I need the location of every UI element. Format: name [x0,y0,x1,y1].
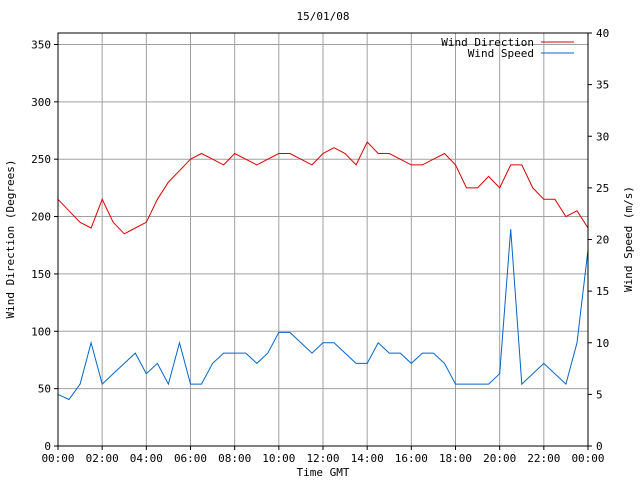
x-tick-labels: 00:00 02:00 04:00 06:00 08:00 10:00 12:00 14:00… [41,452,604,465]
x-tick-label: 16:00 [395,452,428,465]
x-tick-label: 06:00 [174,452,207,465]
x-tick-label: 18:00 [439,452,472,465]
y-left-tick-label: 0 [44,440,51,453]
y-left-tick-label: 250 [31,153,51,166]
y-right-tick-label: 5 [596,388,603,401]
y-right-tick-label: 40 [596,27,609,40]
x-tick-label: 02:00 [86,452,119,465]
y-right-tick-label: 20 [596,234,609,247]
x-tick-label: 20:00 [483,452,516,465]
y-left-tick-label: 200 [31,211,51,224]
y-right-axis-label: Wind Speed (m/s) [622,186,635,292]
x-tick-label: 14:00 [351,452,384,465]
y-right-tick-label: 35 [596,79,609,92]
legend-label-direction: Wind Direction [441,36,534,49]
chart-title: 15/01/08 [297,10,350,23]
y-right-tick-label: 0 [596,440,603,453]
y-left-tick-labels: 0 50 100 150 200 250 300 350 [31,38,51,453]
series-line-wind-direction [57,141,589,235]
x-axis-label: Time GMT [297,466,350,479]
y-right-tick-labels: 0 5 10 15 20 25 30 35 40 [596,27,609,453]
x-tick-label: 22:00 [527,452,560,465]
x-tick-label: 00:00 [571,452,604,465]
x-tick-label: 12:00 [306,452,339,465]
legend: Wind Direction Wind Speed [441,36,574,60]
y-right-tick-label: 25 [596,182,609,195]
y-right-tick-label: 10 [596,337,609,350]
y-left-tick-label: 300 [31,96,51,109]
y-left-axis-label: Wind Direction (Degrees) [4,160,17,319]
x-tick-label: 08:00 [218,452,251,465]
y-right-tick-label: 30 [596,130,609,143]
y-left-tick-label: 350 [31,38,51,51]
x-tick-label: 10:00 [262,452,295,465]
y-right-tick-label: 15 [596,285,609,298]
x-tick-label: 00:00 [41,452,74,465]
legend-label-speed: Wind Speed [468,47,534,60]
grid-layer [57,33,589,447]
series-line-wind-speed [57,229,589,401]
x-tick-label: 04:00 [130,452,163,465]
y-left-tick-label: 150 [31,268,51,281]
series-layer [57,141,589,401]
y-left-tick-label: 50 [38,383,51,396]
ticks-layer [54,32,592,450]
y-left-tick-label: 100 [31,325,51,338]
